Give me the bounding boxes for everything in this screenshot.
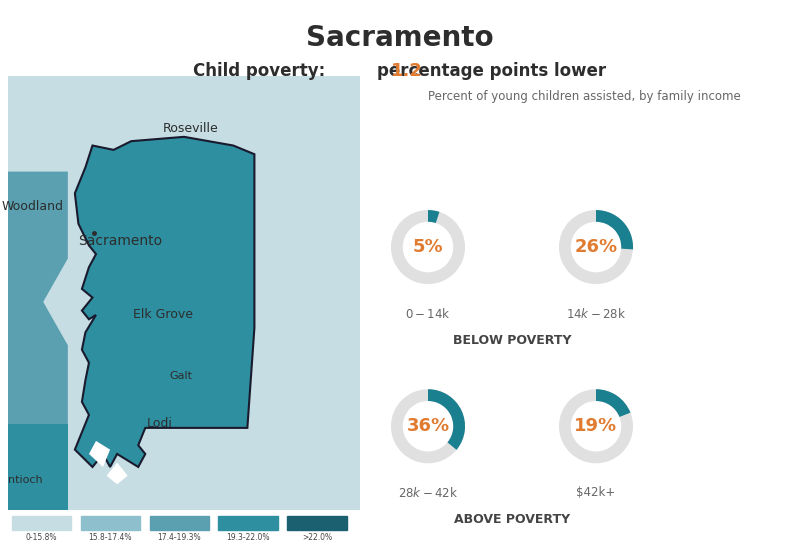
Text: $14k-$28k: $14k-$28k (566, 307, 626, 321)
Text: Sacramento: Sacramento (306, 24, 494, 53)
Text: Roseville: Roseville (163, 122, 219, 135)
Bar (81, 516, 140, 530)
Bar (218, 516, 278, 530)
Text: 5%: 5% (413, 238, 443, 256)
Text: Lodi: Lodi (146, 417, 172, 430)
Wedge shape (596, 210, 633, 249)
Wedge shape (559, 210, 633, 284)
Wedge shape (391, 210, 465, 284)
Wedge shape (596, 389, 630, 417)
Text: 19.3-22.0%: 19.3-22.0% (226, 533, 270, 541)
Text: $28k-$42k: $28k-$42k (398, 486, 458, 500)
Text: 1.2: 1.2 (390, 62, 422, 80)
Polygon shape (75, 137, 254, 467)
Text: 19%: 19% (574, 417, 618, 435)
Wedge shape (428, 210, 439, 223)
Text: Elk Grove: Elk Grove (133, 308, 193, 321)
Text: Sacramento: Sacramento (78, 234, 162, 248)
Wedge shape (559, 389, 633, 463)
Bar (287, 516, 347, 530)
Polygon shape (254, 172, 360, 510)
Text: Galt: Galt (169, 371, 192, 381)
Polygon shape (106, 463, 128, 484)
Polygon shape (89, 441, 110, 467)
Wedge shape (428, 389, 465, 450)
Text: Percent of young children assisted, by family income: Percent of young children assisted, by f… (428, 90, 740, 103)
Polygon shape (8, 172, 68, 432)
Text: 36%: 36% (406, 417, 450, 435)
Polygon shape (8, 424, 68, 510)
Text: 0-15.8%: 0-15.8% (26, 533, 57, 541)
Text: 17.4-19.3%: 17.4-19.3% (158, 533, 202, 541)
Text: ntioch: ntioch (8, 475, 43, 485)
Text: 26%: 26% (574, 238, 618, 256)
Wedge shape (391, 389, 465, 463)
Text: BELOW POVERTY: BELOW POVERTY (453, 334, 571, 347)
Bar (150, 516, 210, 530)
Text: $0-$14k: $0-$14k (405, 307, 451, 321)
Text: 15.8-17.4%: 15.8-17.4% (89, 533, 132, 541)
Bar (11, 516, 71, 530)
Text: Child poverty:         percentage points lower: Child poverty: percentage points lower (194, 62, 606, 80)
Text: ABOVE POVERTY: ABOVE POVERTY (454, 513, 570, 526)
Text: $42k+: $42k+ (576, 486, 616, 499)
Text: Woodland: Woodland (2, 200, 64, 213)
Text: >22.0%: >22.0% (302, 533, 333, 541)
